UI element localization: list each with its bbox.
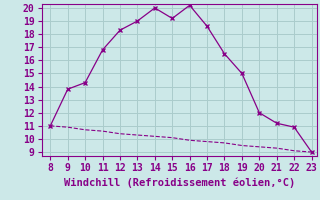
X-axis label: Windchill (Refroidissement éolien,°C): Windchill (Refroidissement éolien,°C)	[64, 177, 295, 188]
